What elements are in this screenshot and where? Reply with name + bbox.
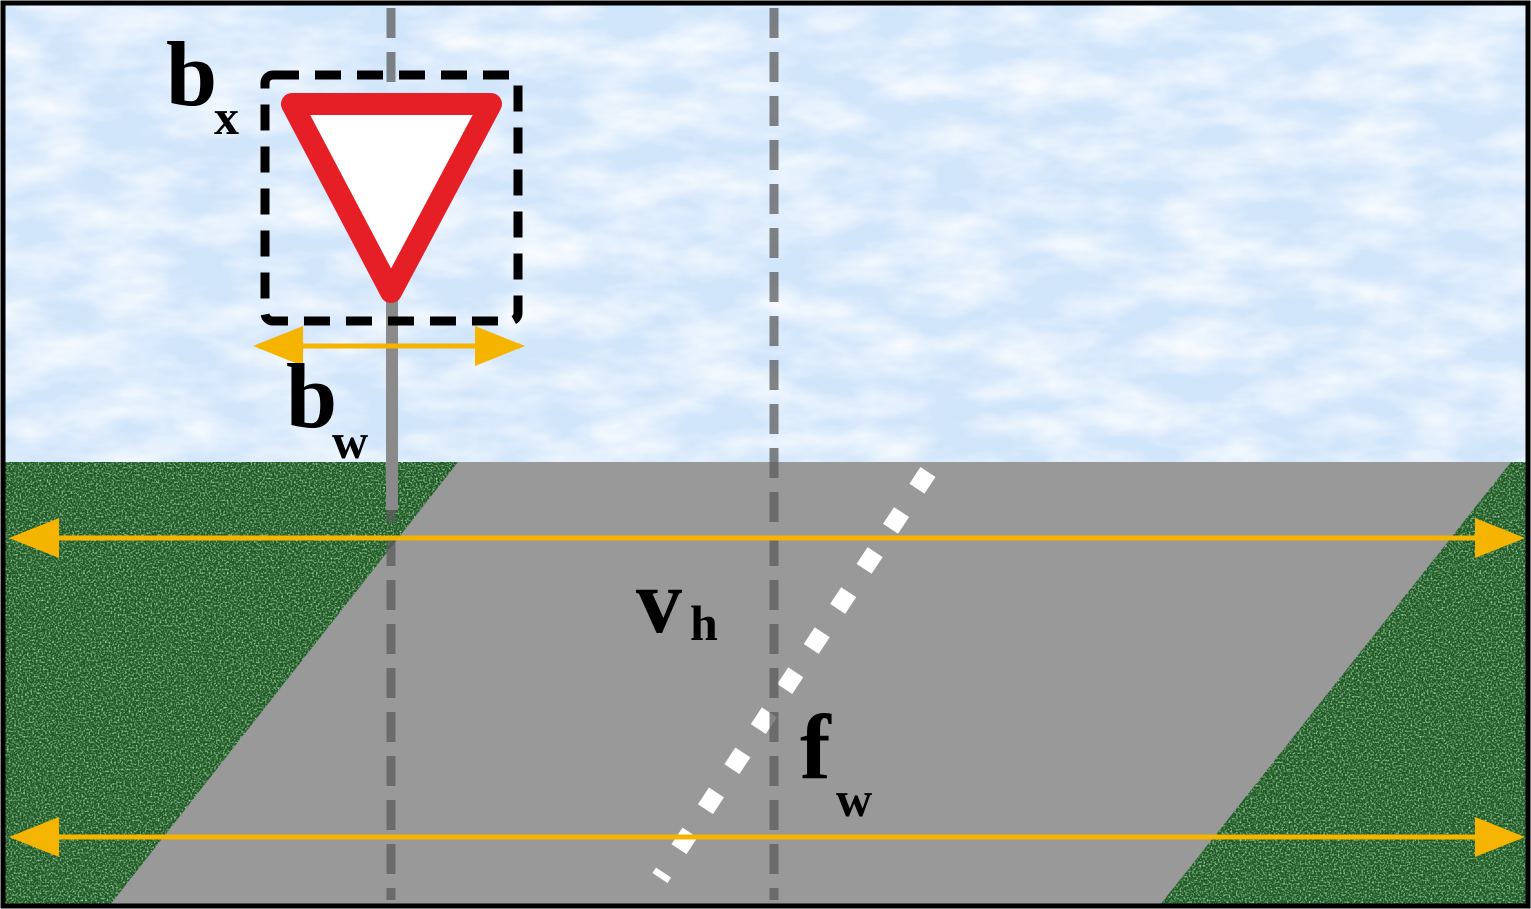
lane-marking	[652, 467, 936, 883]
label-bx-sub: x	[214, 89, 239, 145]
sky	[4, 4, 1527, 462]
label-bw-main: b	[286, 345, 337, 447]
road	[110, 462, 1511, 905]
label-fw: f w	[800, 696, 872, 827]
yield-sign-icon	[281, 93, 502, 303]
dashed-bounding-box	[260, 70, 523, 326]
label-vh-main: v	[636, 550, 682, 652]
label-bx-main: b	[166, 23, 217, 125]
label-vh-sub: h	[690, 595, 718, 651]
label-fw-main: f	[800, 696, 832, 798]
label-fw-sub: w	[836, 771, 872, 827]
label-vh: v h	[636, 550, 718, 652]
label-bx: b x	[166, 23, 239, 145]
label-bw: b w	[286, 345, 368, 469]
label-bw-sub: w	[332, 413, 368, 469]
